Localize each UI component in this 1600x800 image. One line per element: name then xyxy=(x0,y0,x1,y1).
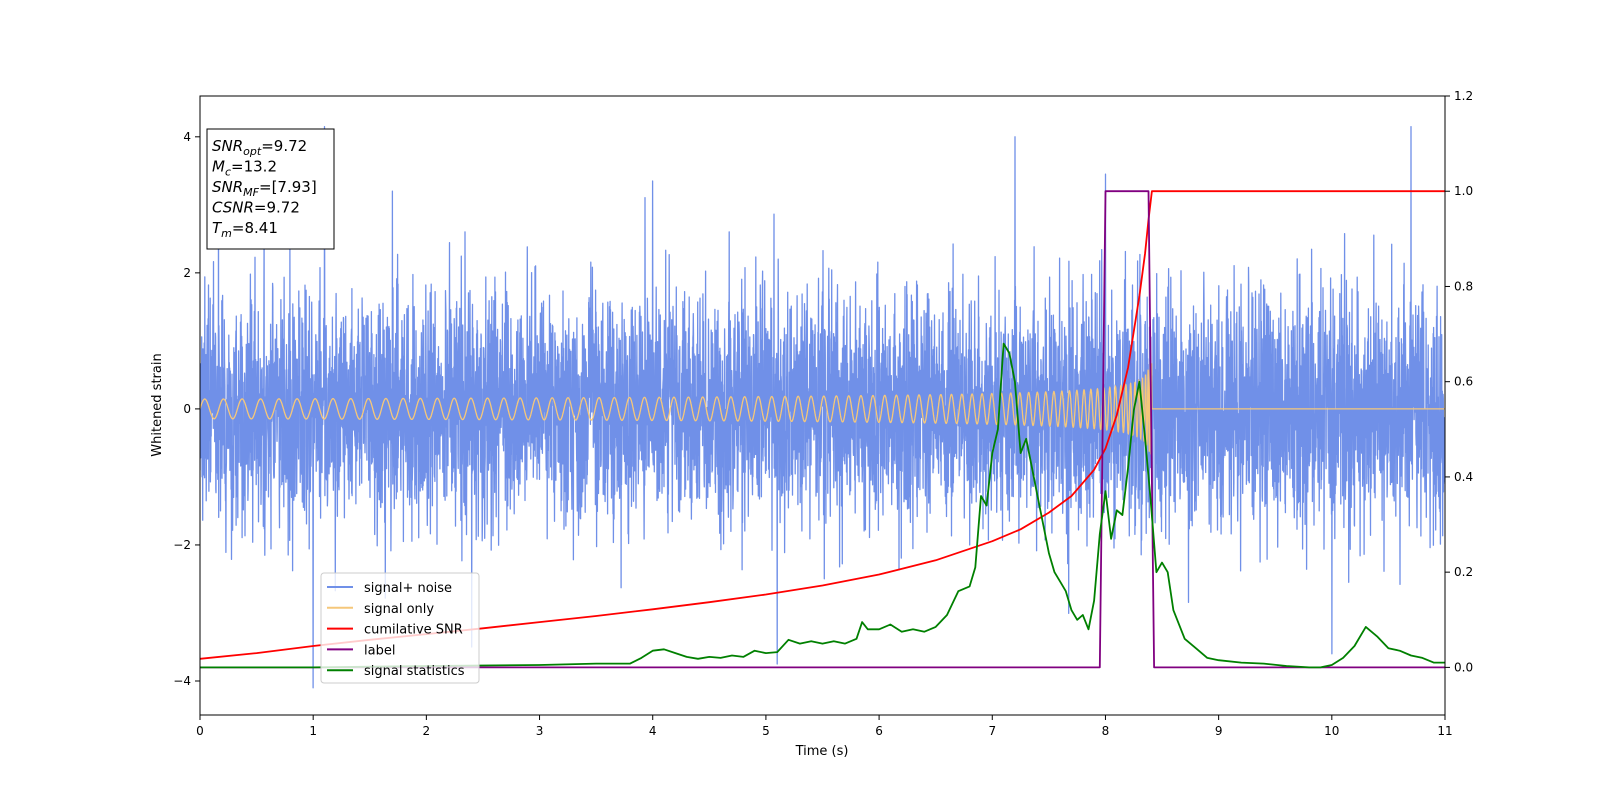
series-signal-statistics-line xyxy=(200,342,1445,669)
x-tick-label: 4 xyxy=(649,724,657,738)
x-tick-label: 11 xyxy=(1437,724,1452,738)
x-tick-label: 7 xyxy=(988,724,996,738)
info-line: SNRopt=9.72 xyxy=(212,137,307,158)
series-signal-noise-line xyxy=(200,125,1445,689)
info-line: Mc=13.2 xyxy=(212,158,277,179)
series-label-line xyxy=(200,190,1445,669)
legend-entry: signal only xyxy=(364,602,434,617)
info-line: Tm=8.41 xyxy=(212,219,278,240)
y2-tick-label: 1.2 xyxy=(1454,89,1473,103)
y2-tick-label: 0.2 xyxy=(1454,565,1473,579)
x-axis: 0 1 2 3 4 5 6 7 8 9 10 11 xyxy=(196,715,1453,738)
x-tick-label: 10 xyxy=(1324,724,1339,738)
info-box-frame xyxy=(206,128,335,250)
y-axis-left: −4 −2 0 2 4 xyxy=(173,130,200,688)
legend-frame xyxy=(320,572,480,684)
y-tick-label: 4 xyxy=(183,130,191,144)
x-axis-label: Time (s) xyxy=(795,744,849,759)
x-tick-label: 9 xyxy=(1215,724,1223,738)
y-axis-right: 0.0 0.2 0.4 0.6 0.8 1.0 1.2 xyxy=(1445,89,1473,674)
y2-tick-label: 0.6 xyxy=(1454,375,1473,389)
y-tick-label: 2 xyxy=(183,266,191,280)
y2-tick-label: 0.8 xyxy=(1454,279,1473,293)
x-tick-label: 6 xyxy=(875,724,883,738)
x-tick-label: 8 xyxy=(1102,724,1110,738)
info-line: CSNR=9.72 xyxy=(212,199,300,217)
series-signal-only-line xyxy=(200,361,1445,455)
x-tick-label: 1 xyxy=(309,724,317,738)
x-tick-label: 5 xyxy=(762,724,770,738)
y-tick-label: −4 xyxy=(173,674,191,688)
y2-tick-label: 0.0 xyxy=(1454,660,1473,674)
legend-entry: cumilative SNR xyxy=(364,623,463,638)
y-tick-label: −2 xyxy=(173,538,191,552)
legend-entry: signal statistics xyxy=(364,664,465,679)
axes-frame xyxy=(199,95,1446,716)
legend-entry: label xyxy=(364,643,395,658)
y-axis-label: Whitened strain xyxy=(150,353,165,456)
x-tick-label: 3 xyxy=(536,724,544,738)
y-tick-label: 0 xyxy=(183,402,191,416)
legend: signal+ noise signal only cumilative SNR la… xyxy=(320,572,480,684)
x-tick-label: 2 xyxy=(423,724,431,738)
y2-tick-label: 1.0 xyxy=(1454,184,1473,198)
info-line: SNRMF=[7.93] xyxy=(212,178,317,199)
y2-tick-label: 0.4 xyxy=(1454,470,1473,484)
x-tick-label: 0 xyxy=(196,724,204,738)
legend-entry: signal+ noise xyxy=(364,581,452,596)
